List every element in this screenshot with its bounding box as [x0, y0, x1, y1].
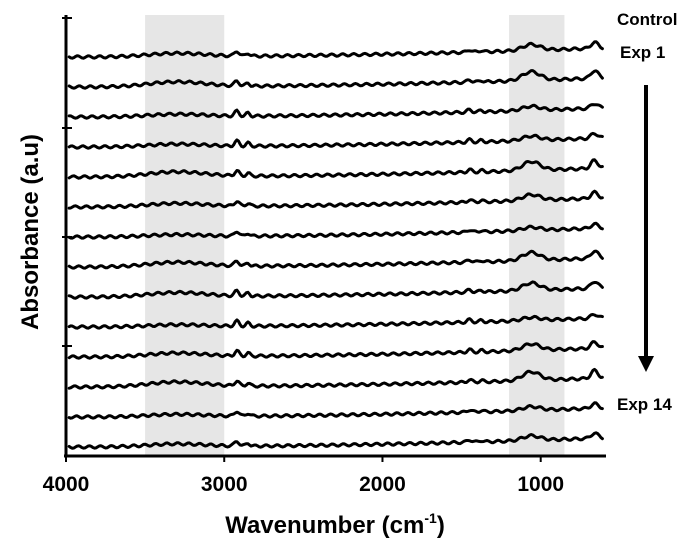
spectrum-line-1 — [67, 40, 604, 60]
x-ticks: 4000 3000 2000 1000 — [43, 456, 564, 496]
x-tick-label: 2000 — [359, 473, 406, 496]
x-tick-label: 4000 — [43, 473, 90, 496]
spectrum-line-14 — [67, 431, 604, 450]
order-arrow-head — [638, 356, 654, 372]
spectrum-line-13 — [67, 401, 604, 420]
annotation-exp-1: Exp 1 — [620, 43, 665, 62]
spectra-series — [67, 40, 604, 450]
annotation-exp-14: Exp 14 — [617, 395, 672, 414]
y-ticks — [62, 17, 72, 347]
x-tick-label: 3000 — [201, 473, 248, 496]
spectrum-line-7 — [67, 221, 604, 240]
spectrum-line-8 — [67, 249, 604, 270]
spectrum-line-2 — [67, 69, 604, 90]
order-arrow — [638, 85, 654, 372]
spectrum-line-11 — [67, 340, 604, 360]
spectrum-line-9 — [67, 280, 604, 300]
spectrum-line-5 — [67, 158, 604, 180]
spectrum-line-10 — [67, 313, 604, 330]
spectrum-line-6 — [67, 189, 604, 210]
x-axis-title: Wavenumber (cm-1) — [225, 510, 445, 539]
annotation-control: Control — [617, 10, 677, 29]
y-axis-title: Absorbance (a.u) — [17, 134, 44, 330]
axes — [64, 15, 606, 458]
spectrum-line-12 — [67, 367, 604, 390]
spectrum-line-3 — [67, 103, 604, 120]
spectrum-line-4 — [67, 131, 604, 150]
x-tick-label: 1000 — [517, 473, 564, 496]
shaded-region-2 — [509, 15, 565, 456]
